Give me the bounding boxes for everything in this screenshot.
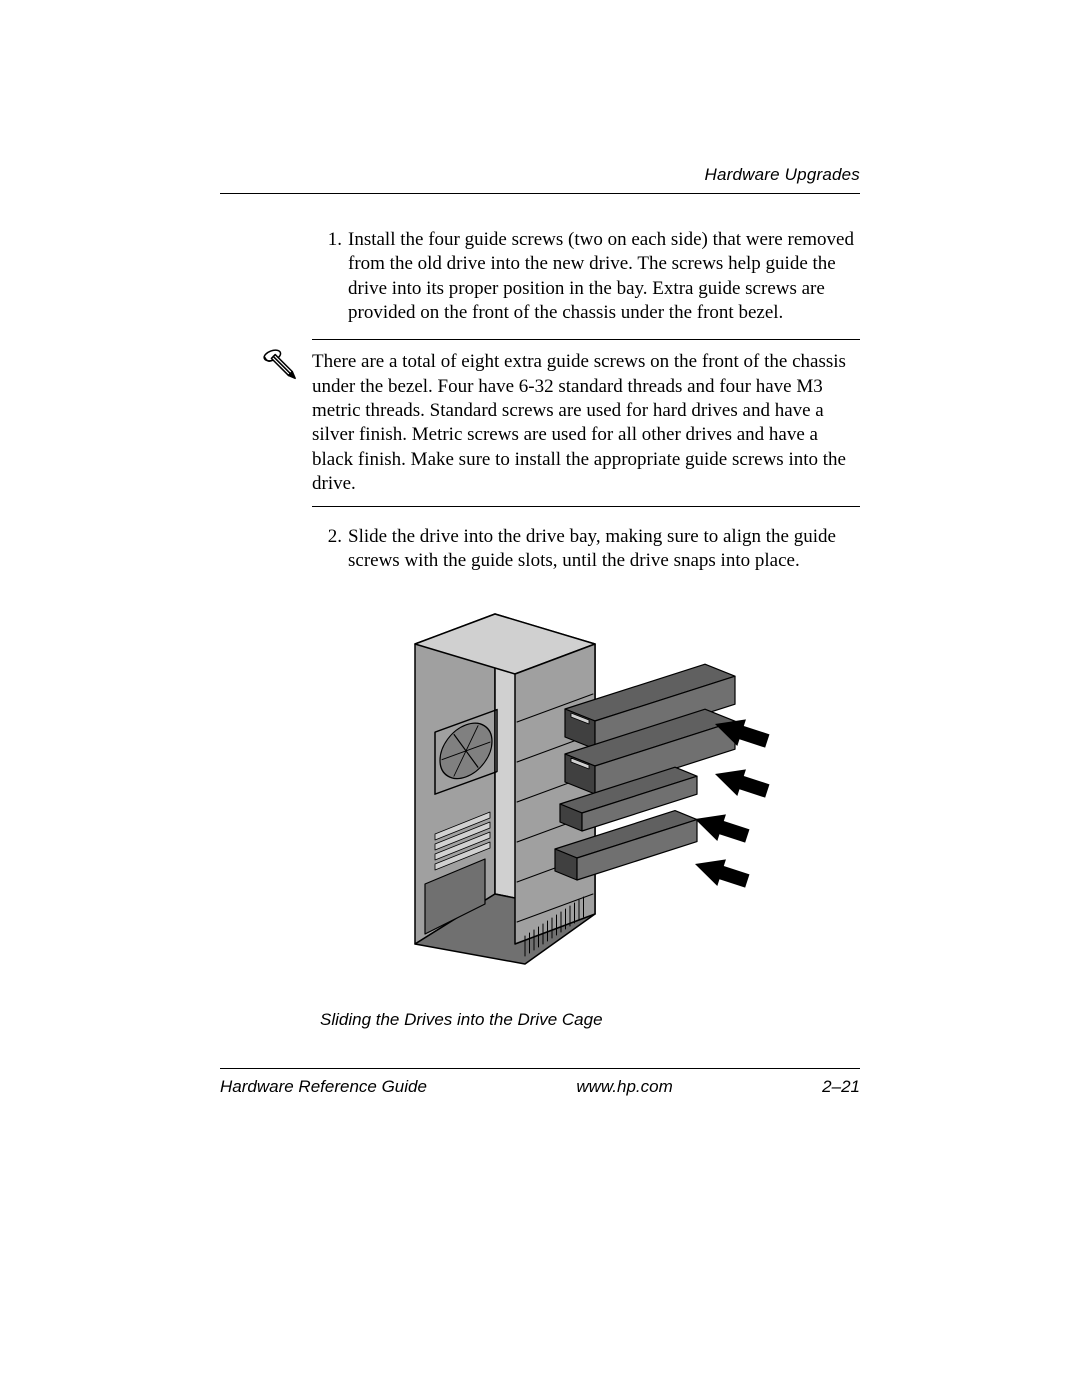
footer-rule xyxy=(220,1068,860,1069)
drive-cage-illustration xyxy=(375,604,805,984)
step-2-text: Slide the drive into the drive bay, maki… xyxy=(348,525,860,574)
note-pencil-icon xyxy=(260,346,298,384)
figure xyxy=(320,604,860,991)
footer: Hardware Reference Guide www.hp.com 2–21 xyxy=(220,1068,860,1097)
step-1-text: Install the four guide screws (two on ea… xyxy=(348,228,860,325)
step-1-number: 1. xyxy=(320,228,348,325)
step-2-number: 2. xyxy=(320,525,348,574)
footer-right: 2–21 xyxy=(822,1077,860,1097)
footer-center: www.hp.com xyxy=(576,1077,672,1097)
footer-left: Hardware Reference Guide xyxy=(220,1077,427,1097)
note-text: There are a total of eight extra guide s… xyxy=(312,350,860,496)
note-block: There are a total of eight extra guide s… xyxy=(312,339,860,507)
header-section-title: Hardware Upgrades xyxy=(220,165,860,185)
header-rule xyxy=(220,193,860,194)
step-1: 1. Install the four guide screws (two on… xyxy=(320,228,860,325)
body-text: 1. Install the four guide screws (two on… xyxy=(220,228,860,1031)
page-content: Hardware Upgrades 1. Install the four gu… xyxy=(220,165,860,1031)
figure-caption: Sliding the Drives into the Drive Cage xyxy=(320,1009,860,1031)
step-2: 2. Slide the drive into the drive bay, m… xyxy=(320,525,860,574)
